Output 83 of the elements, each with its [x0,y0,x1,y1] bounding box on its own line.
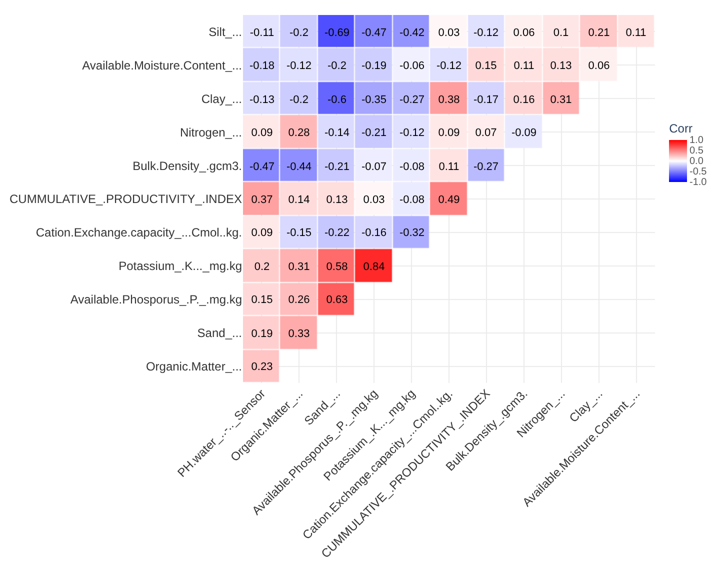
data-label: -0.47 [249,160,275,173]
data-label: -0.12 [286,60,312,72]
data-label: -0.69 [324,26,350,39]
y-tick-label: Bulk.Density_.gcm3. [132,158,242,173]
data-label: 0.09 [438,126,460,139]
data-label: -0.11 [250,26,274,39]
data-label: -0.2 [328,60,346,72]
data-label: -0.21 [361,126,387,139]
data-label: 0.11 [514,60,534,72]
y-tick-label: Nitrogen_... [180,125,242,140]
y-tick-label: CUMMULATIVE_.PRODUCTIVITY_.INDEX [10,192,242,206]
data-label: -0.06 [399,60,425,72]
data-label: 0.1 [553,26,569,39]
y-tick-label: Potassium_.K..._mg.kg [118,259,242,274]
data-label: -0.22 [324,226,350,239]
data-label: 0.11 [438,160,460,173]
data-label: 0.06 [588,60,610,72]
data-label: -0.16 [361,226,387,239]
data-label: -0.12 [399,126,425,139]
data-label: -0.27 [473,160,499,173]
color-bar-label: -0.5 [690,166,708,178]
data-label: -0.6 [328,94,346,106]
data-label: 0.2 [254,260,270,273]
data-label: 0.13 [326,194,348,206]
data-label: -0.08 [399,160,425,173]
data-label: -0.14 [324,126,350,139]
data-label: 0.37 [251,194,273,206]
data-label: -0.35 [361,94,387,106]
data-label: 0.09 [251,126,273,139]
data-label: 0.16 [513,94,535,106]
y-tick-label: Cation.Exchange.capacity_...Cmol..kg. [36,226,242,240]
data-label: 0.21 [588,26,610,39]
data-label: -0.19 [361,60,387,72]
data-label: -0.08 [399,194,425,206]
data-label: 0.23 [251,360,273,373]
y-tick-label: Silt_... [208,24,242,39]
color-bar-label: 0.5 [690,146,704,157]
data-label: -0.18 [249,60,275,72]
data-label: 0.15 [475,60,497,72]
data-label: -0.17 [473,94,499,106]
data-label: -0.09 [511,126,537,139]
data-label: 0.38 [438,94,460,106]
data-label: 0.31 [550,94,572,106]
color-bar-label: 0.0 [690,156,704,168]
data-label: -0.44 [286,160,312,173]
color-bar-title: Corr [669,122,692,136]
data-label: 0.84 [363,260,385,273]
data-label: -0.47 [361,26,387,39]
data-label: 0.06 [513,26,535,39]
y-tick-label: Sand_... [197,326,242,340]
data-label: 0.19 [251,328,273,340]
color-bar-label: 1.0 [690,135,704,146]
data-label: 0.33 [288,328,310,340]
data-label: 0.31 [288,260,310,273]
data-label: -0.12 [473,26,499,39]
data-label: -0.32 [399,226,425,239]
data-label: 0.26 [288,294,310,306]
data-label: -0.2 [290,94,308,106]
data-label: 0.49 [438,194,460,206]
data-label: -0.07 [361,160,387,173]
color-bar-label: -1.0 [690,177,708,188]
data-label: 0.15 [251,294,273,306]
data-label: 0.09 [251,226,273,239]
y-tick-label: Clay_... [201,92,242,106]
data-label: 0.07 [475,126,497,139]
data-label: -0.2 [290,26,308,39]
data-label: -0.13 [249,94,275,106]
data-label: 0.11 [626,26,646,39]
y-tick-label: Organic.Matter_... [146,359,242,374]
data-label: -0.21 [324,160,350,173]
y-tick-label: Available.Moisture.Content_... [82,58,242,72]
data-label: -0.42 [399,26,425,39]
y-tick-label: Available.Phosporus_.P._.mg.kg [70,292,242,307]
data-label: 0.63 [326,294,348,306]
data-label: 0.14 [288,194,310,206]
data-label: 0.13 [550,60,572,72]
data-label: -0.12 [436,60,462,72]
data-label: -0.15 [286,226,312,239]
data-label: 0.03 [438,26,460,39]
data-label: 0.03 [363,194,385,206]
data-label: 0.58 [326,260,348,273]
data-label: -0.27 [399,94,425,106]
data-label: 0.28 [288,126,310,139]
